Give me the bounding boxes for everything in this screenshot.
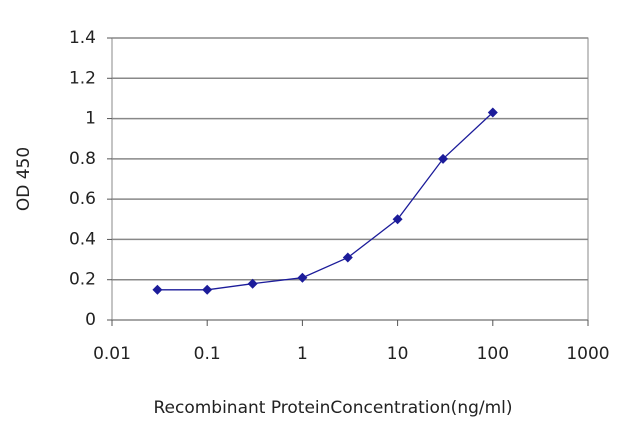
x-tick-label: 0.1 bbox=[194, 344, 221, 364]
x-tick-label: 10 bbox=[387, 344, 409, 364]
y-tick-label: 0.6 bbox=[69, 189, 96, 209]
y-axis-label: OD 450 bbox=[14, 147, 34, 211]
plot-frame bbox=[111, 37, 589, 321]
data-point bbox=[152, 284, 163, 295]
data-point bbox=[342, 252, 353, 263]
data-point bbox=[202, 284, 213, 295]
y-tick-label: 0.4 bbox=[69, 229, 96, 249]
y-tick-label: 0 bbox=[85, 310, 96, 330]
x-tick-label: 1000 bbox=[566, 344, 609, 364]
x-tick-label: 0.01 bbox=[93, 344, 131, 364]
series-line bbox=[157, 112, 494, 291]
data-point bbox=[297, 272, 308, 283]
y-tick-label: 1.4 bbox=[69, 28, 96, 48]
data-point bbox=[392, 214, 403, 225]
x-tick-label: 100 bbox=[477, 344, 509, 364]
x-tick-label: 1 bbox=[297, 344, 308, 364]
y-tick-label: 1.2 bbox=[69, 68, 96, 88]
data-point bbox=[438, 153, 449, 164]
y-tick-label: 0.2 bbox=[69, 270, 96, 290]
y-tick-label: 0.8 bbox=[69, 149, 96, 169]
data-point bbox=[487, 107, 498, 118]
x-axis-label: Recombinant ProteinConcentration(ng/ml) bbox=[153, 398, 512, 418]
y-tick-label: 1 bbox=[85, 109, 96, 129]
data-point bbox=[247, 278, 258, 289]
